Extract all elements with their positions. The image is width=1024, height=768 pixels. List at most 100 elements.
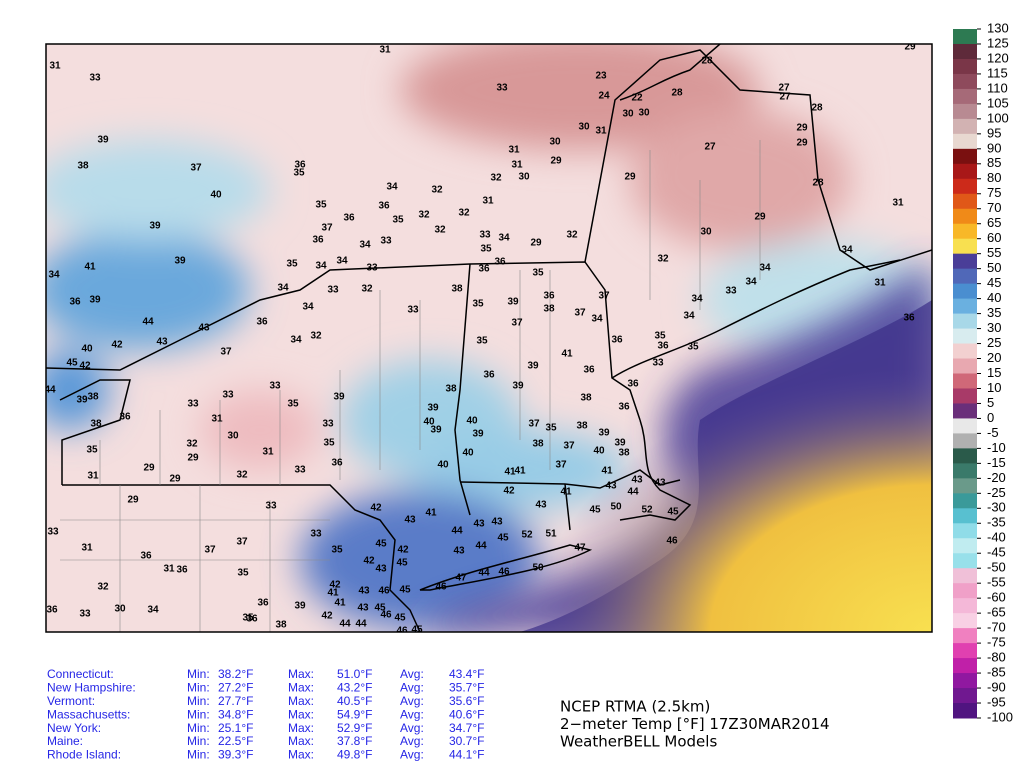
- station-temp: 37: [190, 163, 202, 174]
- colorbar-label: -85: [987, 665, 1006, 680]
- colorbar-segment: [953, 133, 977, 150]
- station-temp: 36: [331, 458, 343, 469]
- colorbar-label: 125: [987, 35, 1009, 50]
- station-temp: 36: [246, 614, 258, 625]
- station-temp: 35: [480, 244, 492, 255]
- state-name: Connecticut:: [47, 667, 114, 681]
- stat-label: Max:: [288, 667, 314, 681]
- colorbar-label: 0: [987, 410, 994, 425]
- station-temp: 42: [111, 340, 123, 351]
- stat-label: Min:: [187, 667, 210, 681]
- stat-label: Min:: [187, 694, 210, 708]
- stat-value: 40.6°F: [449, 707, 484, 721]
- station-temp: 35: [286, 259, 298, 270]
- station-temp: 45: [66, 358, 78, 369]
- station-temp: 39: [512, 381, 524, 392]
- stat-value: 35.6°F: [449, 694, 484, 708]
- station-temp: 27: [778, 83, 790, 94]
- station-temp: 29: [796, 123, 808, 134]
- station-temp: 31: [379, 45, 391, 56]
- station-temp: 31: [482, 196, 494, 207]
- station-temp: 31: [508, 145, 520, 156]
- station-temp: 37: [528, 419, 540, 430]
- station-temp: 47: [574, 543, 586, 554]
- station-temp: 40: [437, 460, 449, 471]
- station-temp: 44: [355, 619, 367, 630]
- station-temp: 33: [294, 465, 306, 476]
- station-temp: 36: [543, 291, 555, 302]
- colorbar-label: -35: [987, 515, 1006, 530]
- station-temp: 45: [667, 507, 679, 518]
- station-temp: 37: [574, 308, 586, 319]
- colorbar-label: 115: [987, 65, 1008, 80]
- colorbar-label: -15: [987, 455, 1006, 470]
- stat-value: 44.1°F: [449, 748, 484, 762]
- station-temp: 45: [394, 613, 406, 624]
- colorbar-label: 35: [987, 305, 1001, 320]
- colorbar-label: 25: [987, 335, 1001, 350]
- station-temp: 29: [796, 138, 808, 149]
- station-temp: 34: [48, 270, 60, 281]
- station-temp: 39: [97, 135, 109, 146]
- colorbar-segment: [953, 553, 977, 569]
- colorbar-segment: [953, 43, 977, 60]
- colorbar-segment: [953, 238, 977, 255]
- colorbar-label: 90: [987, 140, 1001, 155]
- station-temp: 29: [624, 172, 636, 183]
- colorbar-segment: [953, 688, 977, 704]
- station-temp: 43: [473, 519, 485, 530]
- caption-line: 2−meter Temp [°F] 17Z30MAR2014: [560, 715, 830, 733]
- station-temp: 44: [451, 526, 463, 537]
- station-temp: 37: [321, 223, 333, 234]
- station-temp: 36: [119, 412, 131, 423]
- colorbar-label: 55: [987, 245, 1001, 260]
- station-temp: 32: [458, 208, 470, 219]
- station-temp: 36: [46, 605, 58, 616]
- station-temp: 32: [657, 254, 669, 265]
- station-temp: 37: [220, 347, 232, 358]
- colorbar-label: 65: [987, 215, 1001, 230]
- station-temp: 38: [532, 439, 544, 450]
- station-temp: 39: [527, 361, 539, 372]
- station-temp: 32: [431, 185, 443, 196]
- station-temp: 30: [700, 227, 712, 238]
- stat-label: Min:: [187, 748, 210, 762]
- colorbar-label: -80: [987, 650, 1006, 665]
- station-temp: 35: [287, 399, 299, 410]
- station-temp: 34: [315, 261, 327, 272]
- station-temp: 31: [892, 198, 904, 209]
- station-temp: 28: [671, 88, 683, 99]
- station-temp: 29: [169, 474, 181, 485]
- station-temp: 38: [87, 392, 99, 403]
- station-temp: 34: [336, 256, 348, 267]
- colorbar-segment: [953, 403, 977, 419]
- station-temp: 41: [425, 508, 437, 519]
- colorbar-label: -10: [987, 440, 1006, 455]
- station-temp: 29: [530, 238, 542, 249]
- colorbar-segment: [953, 118, 977, 135]
- station-temp: 40: [81, 344, 93, 355]
- station-temp: 37: [204, 545, 216, 556]
- colorbar-segment: [953, 163, 977, 180]
- station-temp: 36: [69, 297, 81, 308]
- colorbar-label: -50: [987, 560, 1006, 575]
- station-temp: 32: [434, 225, 446, 236]
- stat-label: Avg:: [400, 694, 424, 708]
- colorbar-label: 60: [987, 230, 1001, 245]
- colorbar-segment: [953, 29, 977, 45]
- station-temp: 29: [904, 42, 916, 53]
- station-temp: 36: [294, 160, 306, 171]
- colorbar-segment: [953, 148, 977, 165]
- station-temp: 39: [174, 256, 186, 267]
- station-temp: 35: [323, 438, 335, 449]
- station-temp: 31: [511, 160, 523, 171]
- stat-label: Avg:: [400, 707, 424, 721]
- station-temp: 39: [598, 428, 610, 439]
- station-temp: 33: [725, 286, 737, 297]
- station-temp: 43: [357, 603, 369, 614]
- colorbar-label: 40: [987, 290, 1001, 305]
- station-temp: 31: [81, 543, 93, 554]
- station-temp: 36: [343, 213, 355, 224]
- station-temp: 27: [704, 142, 716, 153]
- station-temp: 35: [242, 613, 254, 624]
